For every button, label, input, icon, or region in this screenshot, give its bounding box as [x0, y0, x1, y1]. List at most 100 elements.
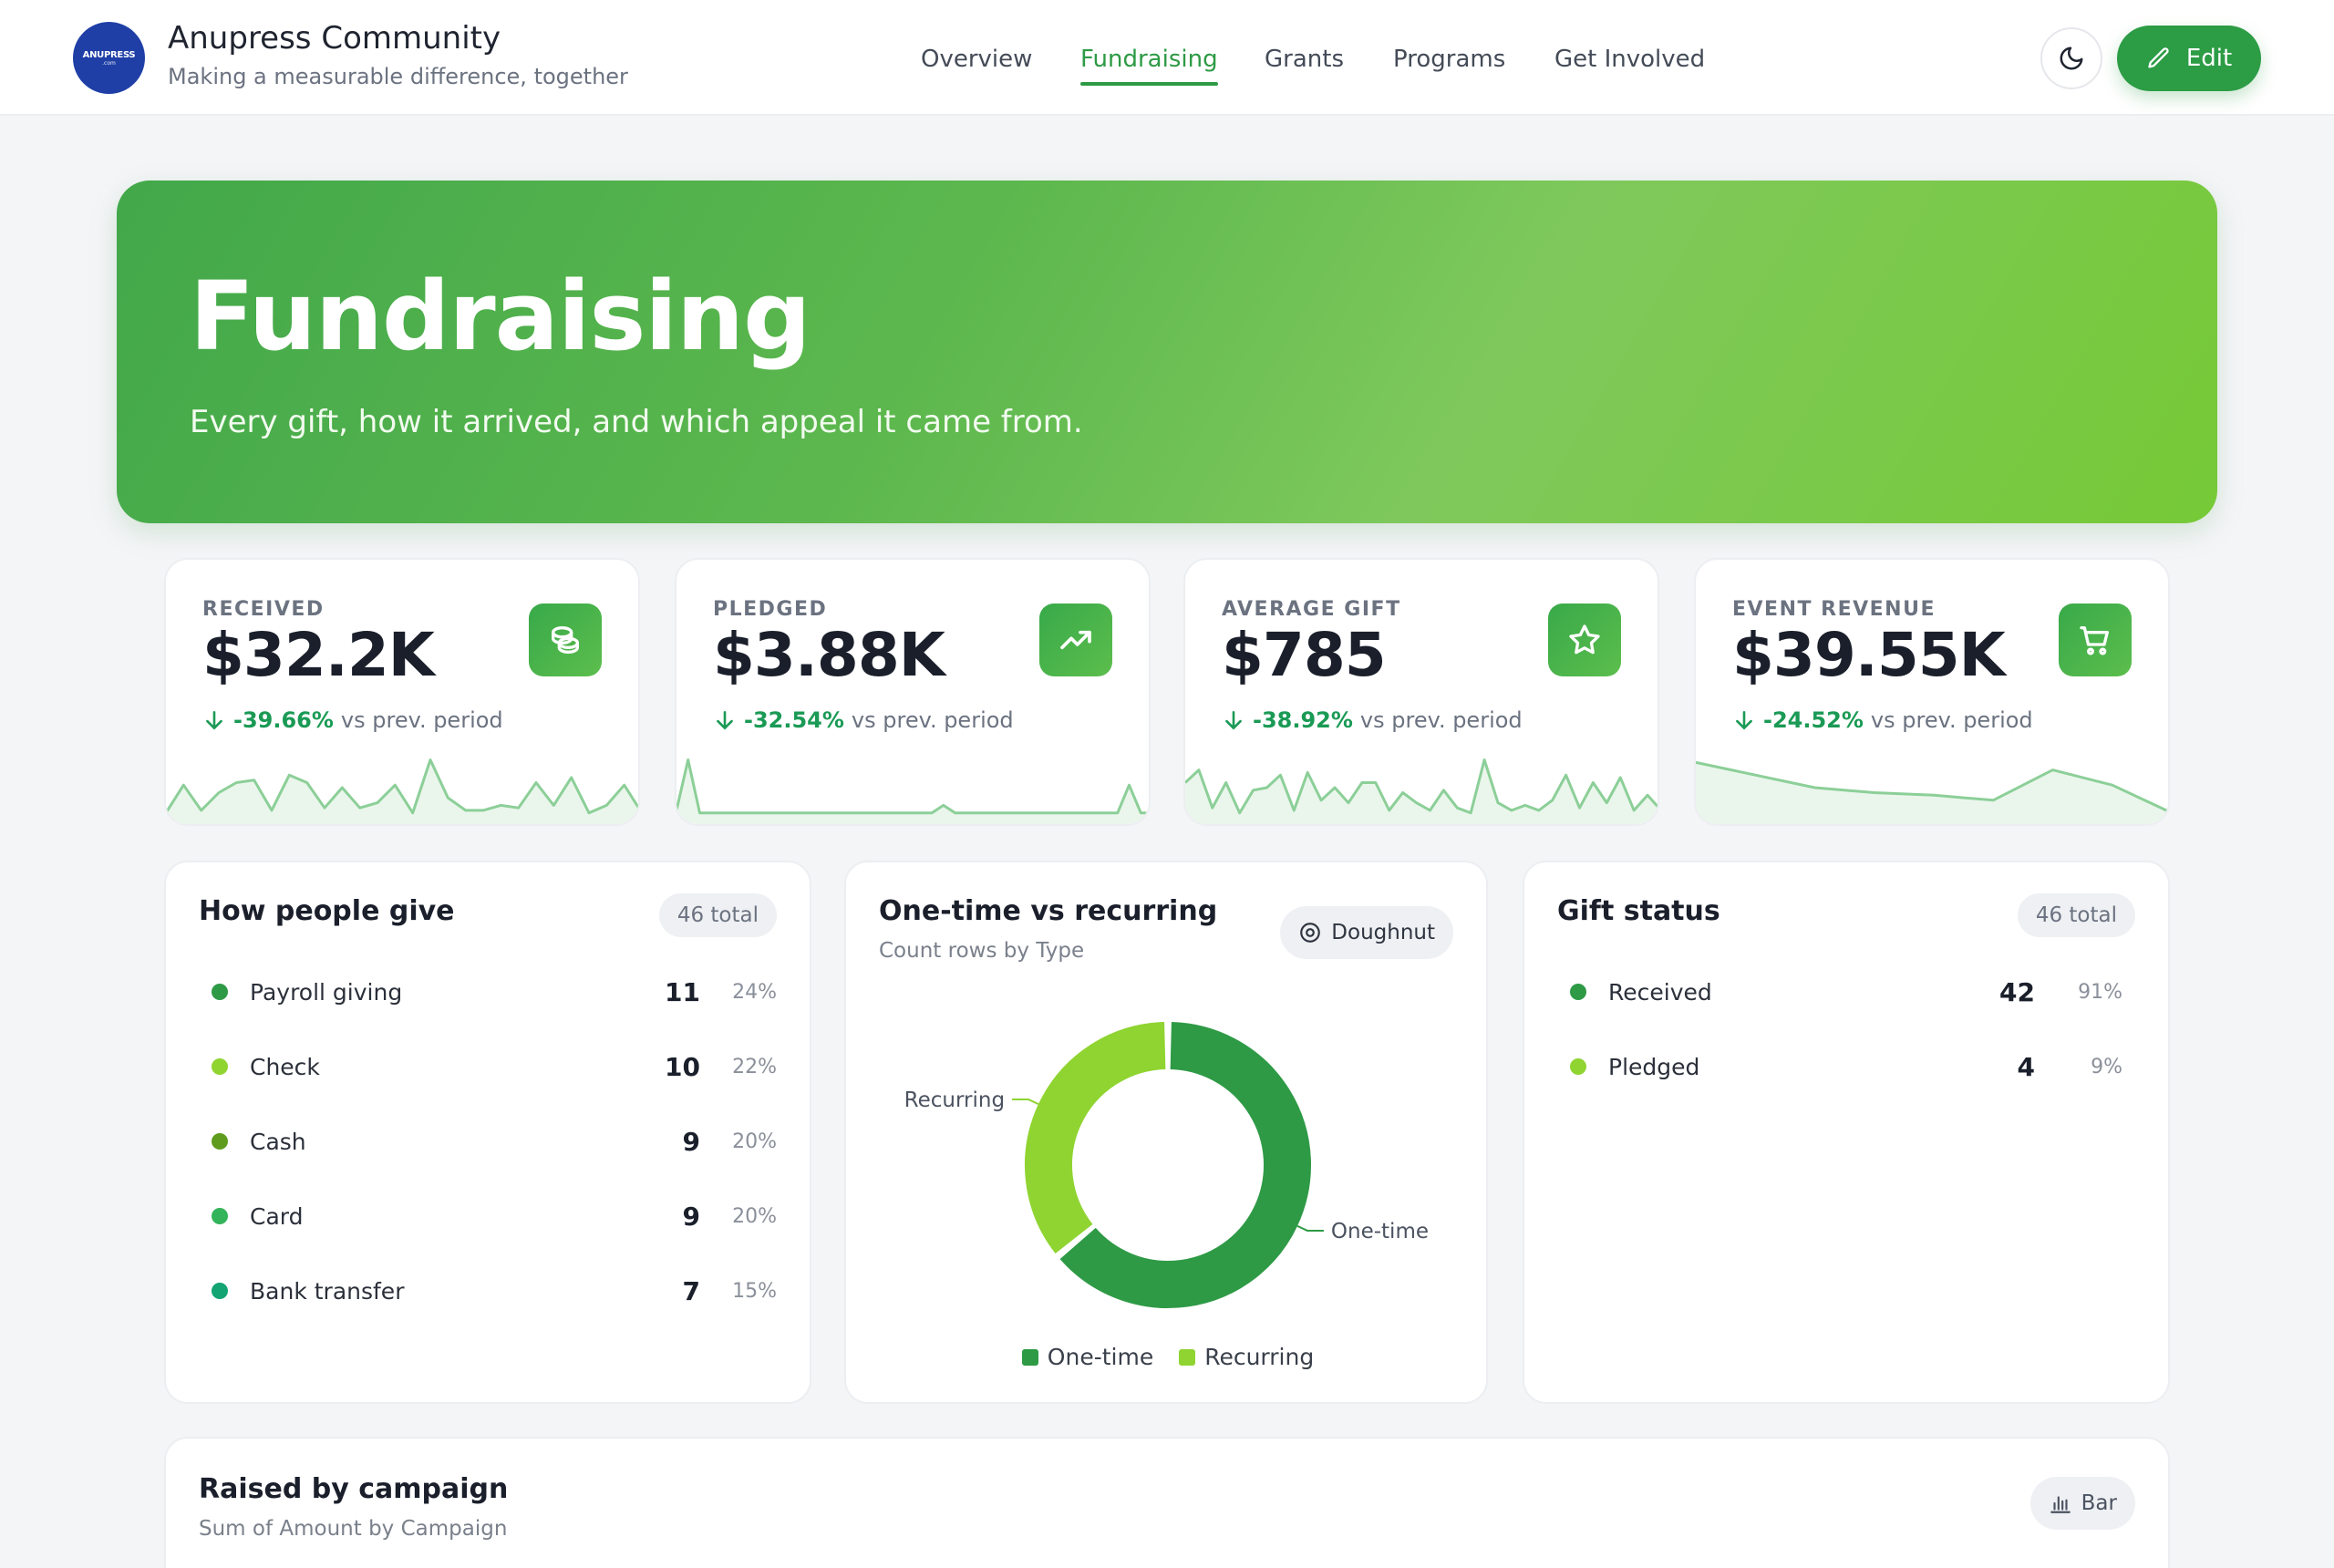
legend-dot [212, 1283, 228, 1299]
arrow-down-icon [1225, 711, 1242, 730]
pencil-icon [2148, 47, 2169, 68]
page-subtitle: Every gift, how it arrived, and which ap… [190, 404, 1083, 440]
panel-title: How people give [199, 895, 455, 927]
logo-text: ANUPRESS [82, 49, 136, 60]
panel-title: Raised by campaign [199, 1473, 509, 1505]
kpi-card-received[interactable]: RECEIVED $32.2K -39.66% vs prev. period [164, 558, 640, 826]
bar-chart-icon [2050, 1496, 2071, 1513]
nav-programs[interactable]: Programs [1393, 46, 1506, 73]
kpi-delta-value: -39.66% [233, 707, 334, 733]
kpi-card-pledged[interactable]: PLEDGED $3.88K -32.54% vs prev. period [675, 558, 1151, 826]
list-item[interactable]: Card 9 20% [199, 1198, 782, 1234]
kpi-sparkline [676, 758, 1149, 824]
list-item-count: 10 [665, 1051, 700, 1082]
brand-name: Anupress Community [168, 20, 501, 57]
moon-icon [2060, 46, 2083, 70]
edit-button-label: Edit [2185, 45, 2233, 72]
kpi-card-event-revenue[interactable]: EVENT REVENUE $39.55K -24.52% vs prev. p… [1694, 558, 2170, 826]
list-item-label: Received [1608, 978, 1712, 1006]
legend-dot [1570, 1058, 1586, 1075]
kpi-delta-suffix: vs prev. period [340, 707, 503, 733]
edit-button[interactable]: Edit [2117, 26, 2261, 91]
doughnut-slice-recurring[interactable] [1025, 1022, 1167, 1253]
list-item-label: Payroll giving [250, 978, 403, 1006]
kpi-delta-value: -32.54% [744, 707, 844, 733]
legend-dot [212, 984, 228, 1000]
kpi-value: $3.88K [713, 620, 945, 690]
sparkline-line [1185, 758, 1658, 815]
total-badge: 46 total [658, 893, 777, 937]
list-item[interactable]: Cash 9 20% [199, 1123, 782, 1160]
list-item-percent: 91% [2078, 980, 2122, 1004]
kpi-label: PLEDGED [713, 598, 828, 621]
list-item-label: Cash [250, 1128, 306, 1155]
nav-get-involved[interactable]: Get Involved [1554, 46, 1706, 73]
list-item-count: 11 [665, 976, 700, 1007]
kpi-label: RECEIVED [202, 598, 325, 621]
kpi-delta-value: -24.52% [1763, 707, 1864, 733]
kpi-label: EVENT REVENUE [1732, 598, 1936, 621]
chart-type-label: Bar [2081, 1491, 2117, 1515]
sparkline-area [676, 759, 1149, 824]
kpi-delta: -32.54% vs prev. period [713, 707, 1014, 733]
sparkline-line [166, 758, 638, 815]
legend-item[interactable]: Recurring [1179, 1344, 1314, 1370]
kpi-delta-suffix: vs prev. period [851, 707, 1014, 733]
sparkline-area [166, 759, 638, 824]
list-item[interactable]: Pledged 4 9% [1557, 1048, 2141, 1085]
slice-label: One-time [1331, 1220, 1429, 1243]
legend-label: One-time [1047, 1344, 1154, 1370]
sparkline-line [1696, 760, 2168, 813]
brand-tagline: Making a measurable difference, together [168, 64, 628, 89]
list-item-count: 9 [682, 1126, 700, 1157]
legend-item[interactable]: One-time [1021, 1344, 1154, 1370]
sparkline-line [676, 758, 1149, 815]
page-title: Fundraising [190, 261, 811, 372]
kpi-delta: -38.92% vs prev. period [1222, 707, 1523, 733]
nav-grants[interactable]: Grants [1265, 46, 1344, 73]
list-item[interactable]: Payroll giving 11 24% [199, 974, 782, 1010]
chart-legend: One-time Recurring [846, 1344, 1490, 1370]
slice-label: Recurring [904, 1088, 1005, 1112]
panel-gift-status: Gift status 46 total Received 42 91% Ple… [1523, 861, 2170, 1404]
legend-dot [212, 1058, 228, 1075]
kpi-card-average-gift[interactable]: AVERAGE GIFT $785 -38.92% vs prev. perio… [1183, 558, 1659, 826]
nav-overview[interactable]: Overview [921, 46, 1033, 73]
arrow-down-icon [717, 711, 733, 730]
list-item[interactable]: Check 10 22% [199, 1048, 782, 1085]
list-item-percent: 9% [2091, 1055, 2122, 1078]
list-item-count: 4 [2017, 1051, 2035, 1082]
list-item[interactable]: Bank transfer 7 15% [199, 1273, 782, 1309]
coins-icon [529, 603, 602, 676]
kpi-label: AVERAGE GIFT [1222, 598, 1401, 621]
list-item-percent: 20% [732, 1130, 777, 1153]
kpi-delta-suffix: vs prev. period [1359, 707, 1523, 733]
cart-icon [2059, 603, 2132, 676]
panel-title: Gift status [1557, 895, 1720, 927]
kpi-value: $32.2K [202, 620, 435, 690]
legend-dot [212, 1208, 228, 1224]
panel-subtitle: Count rows by Type [879, 939, 1085, 963]
list-item[interactable]: Received 42 91% [1557, 974, 2141, 1010]
chart-type-toggle[interactable]: Bar [2029, 1477, 2135, 1530]
chart-type-toggle[interactable]: Doughnut [1280, 906, 1453, 959]
kpi-value: $785 [1222, 620, 1387, 690]
top-header: ANUPRESS .com Anupress Community Making … [0, 0, 2334, 116]
brand-logo[interactable]: ANUPRESS .com [73, 22, 145, 94]
theme-toggle-button[interactable] [2040, 27, 2102, 89]
arrow-down-icon [1736, 711, 1752, 730]
panel-title: One-time vs recurring [879, 895, 1218, 927]
doughnut-chart: One-time Recurring [904, 1022, 1429, 1308]
kpi-delta-suffix: vs prev. period [1870, 707, 2033, 733]
list-item-label: Pledged [1608, 1053, 1700, 1080]
kpi-value: $39.55K [1732, 620, 2006, 690]
legend-dot [1570, 984, 1586, 1000]
star-icon [1548, 603, 1621, 676]
legend-swatch [1179, 1348, 1196, 1366]
legend-dot [212, 1133, 228, 1150]
doughnut-icon [1300, 923, 1321, 943]
doughnut-slice-one-time[interactable] [1059, 1022, 1311, 1308]
chart-type-label: Doughnut [1331, 921, 1435, 944]
kpi-delta: -39.66% vs prev. period [202, 707, 503, 733]
nav-fundraising[interactable]: Fundraising [1080, 46, 1218, 86]
